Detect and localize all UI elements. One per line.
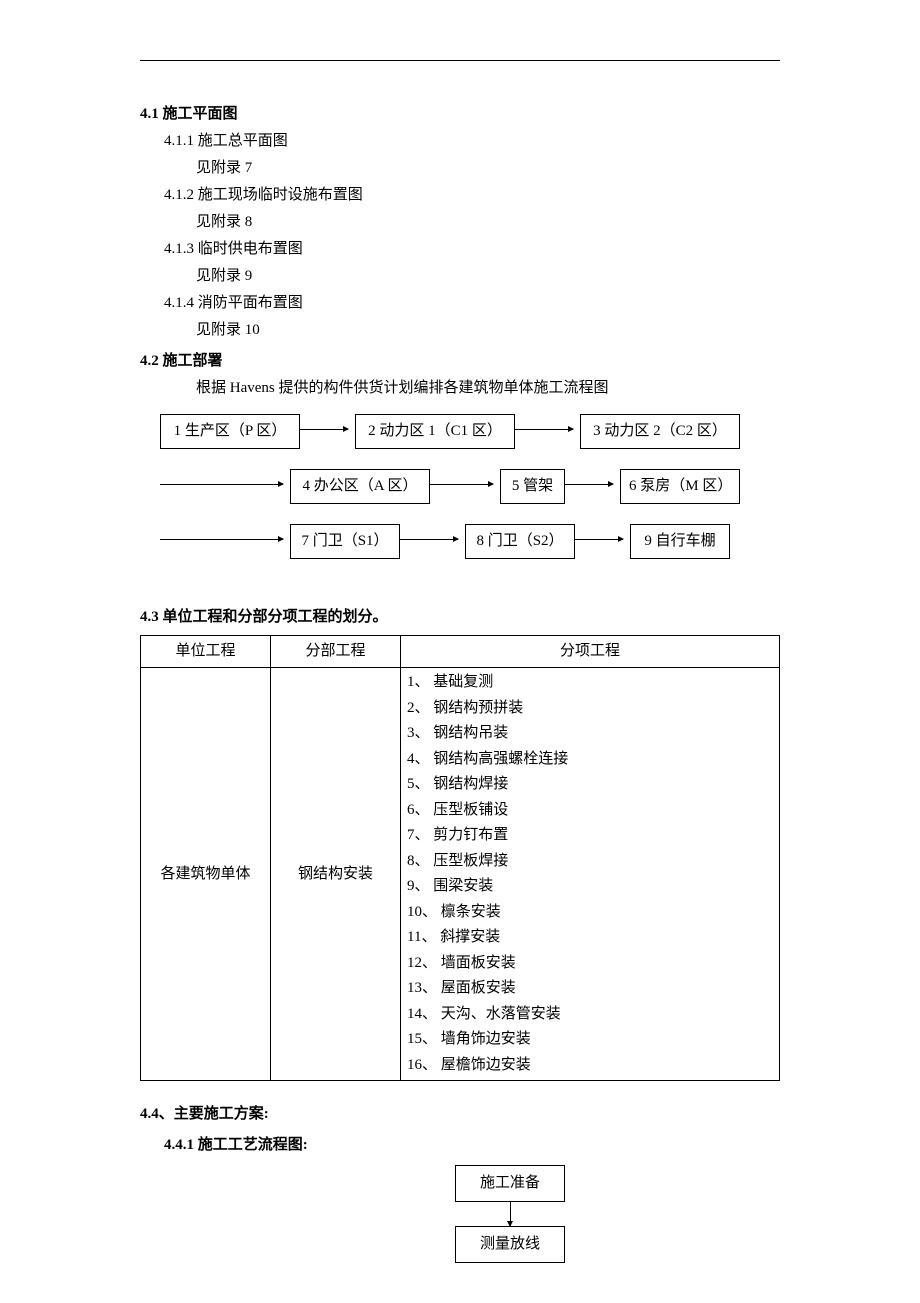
flow-node-n5: 5 管架: [500, 469, 565, 504]
item-413-label: 临时供电布置图: [198, 241, 303, 257]
item-414-num: 4.1.4: [164, 295, 194, 311]
arrow-right-icon: [300, 429, 348, 430]
process-step-1: 施工准备: [455, 1165, 565, 1202]
flow-node-n1: 1 生产区（P 区）: [160, 414, 300, 449]
table-header-1: 单位工程: [141, 636, 271, 668]
flow-node-n3: 3 动力区 2（C2 区）: [580, 414, 740, 449]
list-item: 14、 天沟、水落管安装: [407, 1002, 773, 1028]
list-item: 2、 钢结构预拼装: [407, 696, 773, 722]
process-flowchart: 施工准备 测量放线: [240, 1165, 780, 1263]
list-item: 11、 斜撑安装: [407, 925, 773, 951]
section-44-title: 4.4、主要施工方案:: [140, 1101, 780, 1128]
section-42-title: 4.2 施工部署: [140, 348, 780, 375]
list-item: 10、 檩条安装: [407, 900, 773, 926]
flow-node-n4: 4 办公区（A 区）: [290, 469, 430, 504]
flow-node-n7: 7 门卫（S1）: [290, 524, 400, 559]
section-41-title: 4.1 施工平面图: [140, 101, 780, 128]
list-item: 9、 围梁安装: [407, 874, 773, 900]
list-item: 8、 压型板焊接: [407, 849, 773, 875]
list-item: 5、 钢结构焊接: [407, 772, 773, 798]
list-item: 7、 剪力钉布置: [407, 823, 773, 849]
list-item: 15、 墙角饰边安装: [407, 1027, 773, 1053]
table-col1-value: 各建筑物单体: [141, 668, 271, 1081]
header-divider: [140, 60, 780, 61]
item-413-num: 4.1.3: [164, 241, 194, 257]
table-col3-items: 1、 基础复测2、 钢结构预拼装3、 钢结构吊装4、 钢结构高强螺栓连接5、 钢…: [401, 668, 780, 1081]
item-411-ref: 见附录 7: [140, 155, 780, 182]
flow-node-n6: 6 泵房（M 区）: [620, 469, 740, 504]
list-item: 3、 钢结构吊装: [407, 721, 773, 747]
list-item: 12、 墙面板安装: [407, 951, 773, 977]
section-441-title: 4.4.1 施工工艺流程图:: [140, 1132, 780, 1159]
arrow-right-icon: [430, 484, 493, 485]
item-412: 4.1.2 施工现场临时设施布置图: [140, 182, 780, 209]
arrow-right-icon: [515, 429, 573, 430]
list-item: 4、 钢结构高强螺栓连接: [407, 747, 773, 773]
item-412-label: 施工现场临时设施布置图: [198, 187, 363, 203]
list-item: 13、 屋面板安装: [407, 976, 773, 1002]
list-item: 6、 压型板铺设: [407, 798, 773, 824]
section-43-title: 4.3 单位工程和分部分项工程的划分。: [140, 604, 780, 631]
item-411-label: 施工总平面图: [198, 133, 288, 149]
arrow-right-icon: [400, 539, 458, 540]
item-413: 4.1.3 临时供电布置图: [140, 236, 780, 263]
table-col2-value: 钢结构安装: [271, 668, 401, 1081]
item-412-ref: 见附录 8: [140, 209, 780, 236]
construction-flowchart: 1 生产区（P 区） 2 动力区 1（C1 区） 3 动力区 2（C2 区） 4 办公…: [160, 414, 780, 584]
table-header-2: 分部工程: [271, 636, 401, 668]
arrow-right-icon: [575, 539, 623, 540]
item-414-label: 消防平面布置图: [198, 295, 303, 311]
arrow-right-icon: [565, 484, 613, 485]
list-item: 16、 屋檐饰边安装: [407, 1053, 773, 1079]
table-header-3: 分项工程: [401, 636, 780, 668]
item-414-ref: 见附录 10: [140, 317, 780, 344]
arrow-down-icon: [510, 1202, 511, 1226]
item-411-num: 4.1.1: [164, 133, 194, 149]
item-414: 4.1.4 消防平面布置图: [140, 290, 780, 317]
division-table: 单位工程 分部工程 分项工程 各建筑物单体 钢结构安装 1、 基础复测2、 钢结…: [140, 635, 780, 1081]
item-413-ref: 见附录 9: [140, 263, 780, 290]
item-412-num: 4.1.2: [164, 187, 194, 203]
list-item: 1、 基础复测: [407, 670, 773, 696]
process-step-2: 测量放线: [455, 1226, 565, 1263]
arrow-right-icon: [160, 539, 283, 540]
flow-node-n9: 9 自行车棚: [630, 524, 730, 559]
section-42-intro: 根据 Havens 提供的构件供货计划编排各建筑物单体施工流程图: [140, 375, 780, 402]
item-411: 4.1.1 施工总平面图: [140, 128, 780, 155]
flow-node-n8: 8 门卫（S2）: [465, 524, 575, 559]
arrow-right-icon: [160, 484, 283, 485]
flow-node-n2: 2 动力区 1（C1 区）: [355, 414, 515, 449]
